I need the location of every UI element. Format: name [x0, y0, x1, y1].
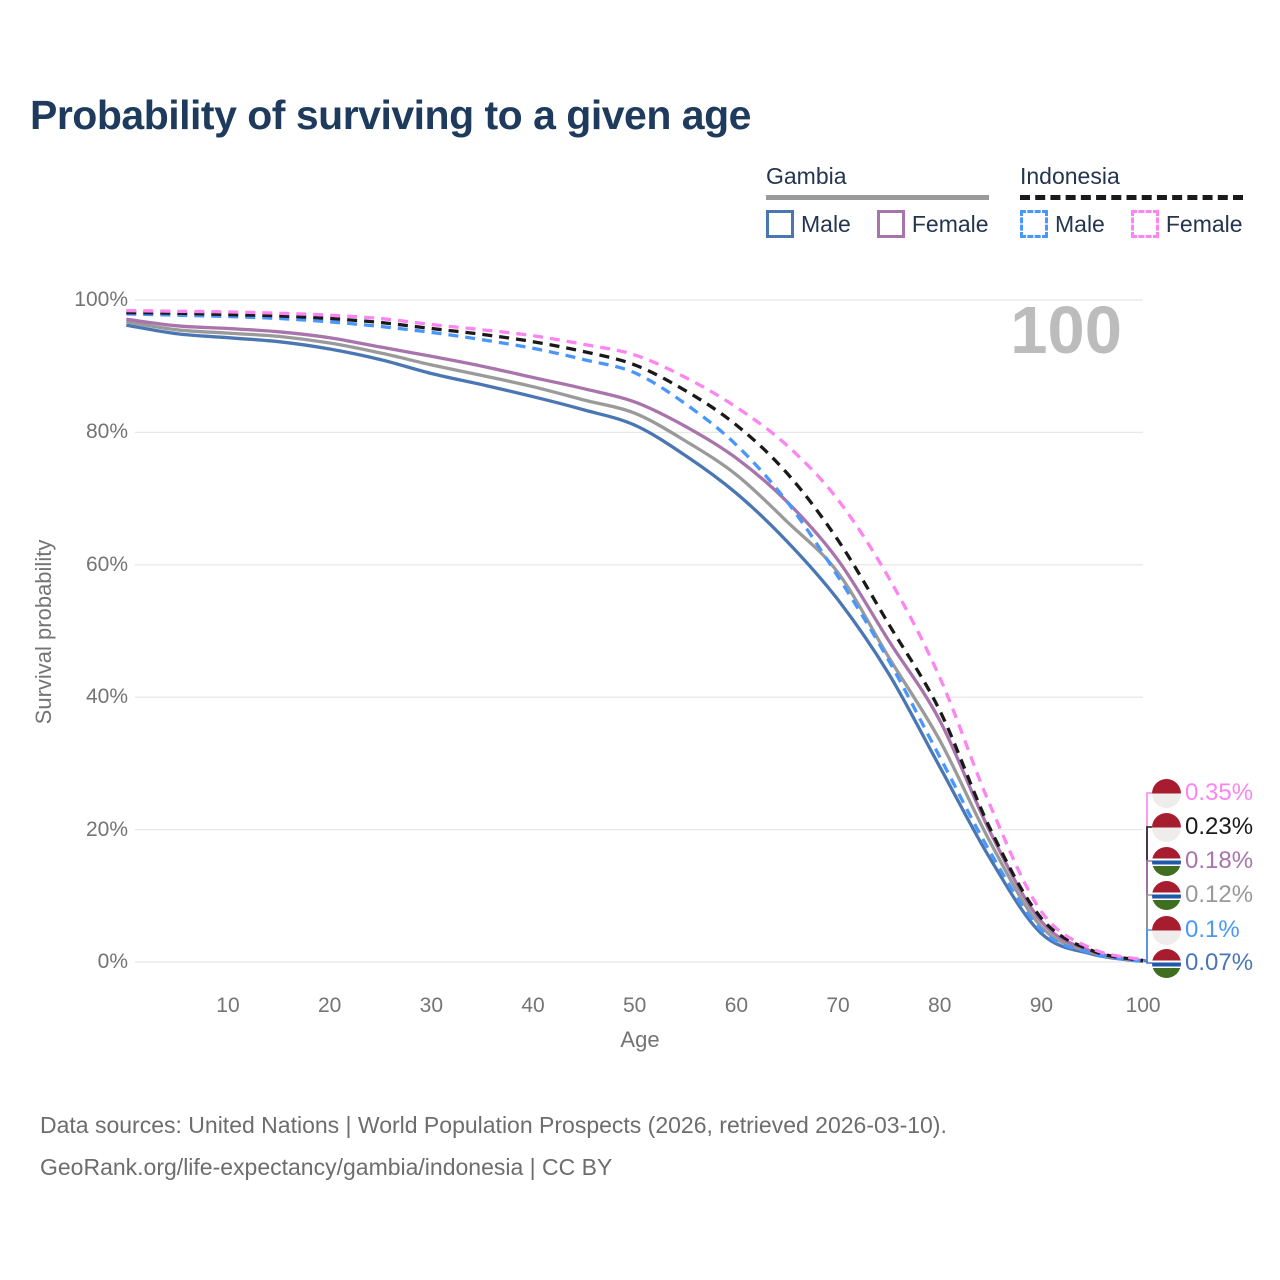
end-label-value: 0.35%: [1185, 779, 1254, 806]
x-tick-label: 100: [1125, 994, 1161, 1017]
legend-swatch-icon: [876, 210, 905, 238]
y-tick-label: 0%: [97, 950, 128, 973]
leader-line-indonesia-male: [1143, 929, 1152, 963]
legend-items-row: Male Female: [766, 210, 989, 238]
end-label-gambia-female: 0.18%: [1152, 845, 1253, 877]
legend-swatch-icon: [1020, 210, 1048, 238]
end-label-indonesia-male: 0.1%: [1152, 914, 1240, 946]
x-axis-title: Age: [620, 1027, 660, 1052]
age-watermark: 100: [1010, 293, 1122, 368]
gambia-flag-icon: [1152, 948, 1181, 978]
x-tick-label: 70: [826, 994, 850, 1017]
end-label-value: 0.1%: [1185, 916, 1240, 943]
legend-item-gambia-male[interactable]: Male: [766, 210, 851, 238]
footer: Data sources: United Nations | World Pop…: [40, 1104, 947, 1188]
x-tick-label: 30: [419, 994, 443, 1017]
legend-line-style-sample: [766, 195, 989, 200]
y-tick-label: 100%: [74, 288, 128, 311]
legend-group-indonesia: Indonesia Male Female: [1020, 163, 1243, 238]
y-tick-label: 80%: [85, 420, 128, 444]
legend-item-indonesia-female[interactable]: Female: [1130, 210, 1243, 238]
end-label-value: 0.07%: [1185, 949, 1254, 976]
end-label-indonesia-female: 0.35%: [1152, 777, 1253, 809]
end-label-indonesia-both-sexes: 0.23%: [1152, 811, 1253, 843]
footer-attribution: GeoRank.org/life-expectancy/gambia/indon…: [40, 1154, 613, 1180]
legend-swatch-icon: [1130, 210, 1159, 238]
series-line-gambia-both-sexes[interactable]: [126, 320, 1144, 963]
x-tick-label: 80: [928, 994, 952, 1017]
end-label-gambia-both-sexes: 0.12%: [1152, 879, 1253, 911]
legend-items-row: Male Female: [1020, 210, 1243, 238]
legend-group-title: Indonesia: [1020, 163, 1120, 189]
y-tick-label: 20%: [85, 817, 128, 841]
indonesia-flag-icon: [1152, 778, 1181, 808]
x-tick-label: 40: [521, 994, 545, 1017]
series-line-indonesia-female[interactable]: [126, 308, 1144, 962]
y-tick-label: 60%: [85, 552, 128, 576]
x-tick-label: 10: [216, 994, 240, 1017]
legend-item-label: Male: [1055, 210, 1105, 237]
series-line-indonesia-both-sexes[interactable]: [126, 310, 1144, 963]
end-label-value: 0.23%: [1185, 813, 1254, 840]
legend-group-title: Gambia: [766, 163, 847, 189]
end-label-value: 0.18%: [1185, 847, 1254, 874]
gambia-flag-icon: [1152, 880, 1181, 910]
leader-line-gambia-male: [1143, 960, 1152, 964]
x-tick-label: 90: [1029, 994, 1054, 1017]
footer-sources: Data sources: United Nations | World Pop…: [40, 1112, 947, 1138]
x-tick-label: 50: [623, 994, 647, 1017]
series-line-gambia-male[interactable]: [126, 323, 1144, 964]
legend-group-gambia: Gambia Male Female: [766, 163, 989, 238]
legend-item-label: Female: [1165, 210, 1243, 237]
legend-swatch-icon: [766, 210, 794, 238]
indonesia-flag-icon: [1152, 812, 1181, 842]
x-tick-label: 20: [317, 994, 342, 1017]
series-line-gambia-female[interactable]: [126, 317, 1144, 963]
indonesia-flag-icon: [1152, 915, 1181, 945]
legend-line-style-sample: [1020, 195, 1243, 200]
end-label-gambia-male: 0.07%: [1152, 947, 1253, 979]
legend-item-gambia-female[interactable]: Female: [876, 210, 989, 238]
x-tick-label: 60: [724, 994, 749, 1017]
end-label-value: 0.12%: [1185, 881, 1254, 908]
y-tick-label: 40%: [85, 685, 128, 709]
gambia-flag-icon: [1152, 846, 1181, 876]
page-title: Probability of surviving to a given age: [30, 92, 751, 138]
series-line-indonesia-male[interactable]: [126, 312, 1144, 963]
legend-item-label: Female: [911, 210, 989, 237]
legend-item-label: Male: [801, 210, 851, 237]
legend-item-indonesia-male[interactable]: Male: [1020, 210, 1105, 238]
